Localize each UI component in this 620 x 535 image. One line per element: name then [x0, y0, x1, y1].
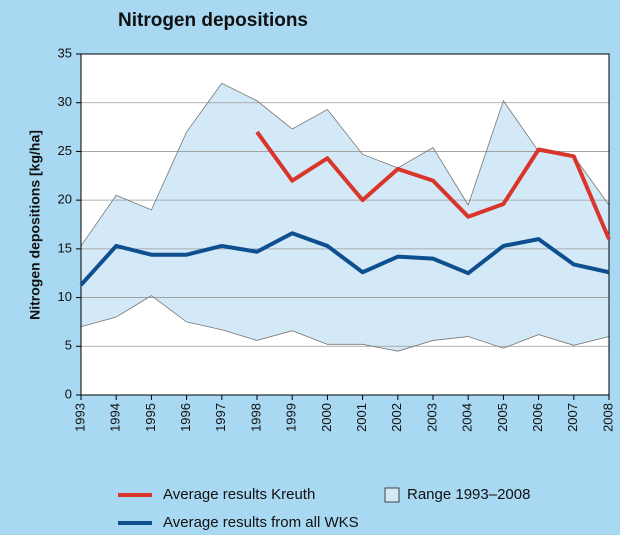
x-tick-label: 2005: [495, 403, 510, 432]
y-tick-label: 35: [58, 45, 72, 60]
legend-swatch: [384, 487, 400, 503]
x-tick-label: 2004: [460, 403, 475, 432]
x-tick-label: 1996: [178, 403, 193, 432]
y-tick-label: 30: [58, 94, 72, 109]
legend-label: Average results Kreuth: [163, 486, 315, 503]
y-tick-label: 25: [58, 143, 72, 158]
x-tick-label: 1994: [108, 403, 123, 432]
y-tick-label: 10: [58, 289, 72, 304]
y-tick-label: 15: [58, 240, 72, 255]
x-tick-label: 2000: [319, 403, 334, 432]
x-tick-label: 2002: [389, 403, 404, 432]
x-tick-label: 1997: [213, 403, 228, 432]
series-line: [255, 130, 611, 240]
plot-frame: [80, 53, 610, 396]
y-axis-label: Nitrogen depositions [kg/ha]: [27, 130, 43, 320]
x-tick-label: 2008: [600, 403, 615, 432]
chart-title: Nitrogen depositions: [118, 10, 308, 31]
x-tick-label: 2006: [530, 403, 545, 432]
x-tick-label: 1995: [143, 403, 158, 432]
x-tick-label: 1999: [284, 403, 299, 432]
y-tick-label: 5: [65, 338, 72, 353]
range-area: [81, 83, 609, 352]
series-line: [79, 231, 610, 287]
y-tick-label: 0: [65, 386, 72, 401]
x-tick-label: 1993: [72, 403, 87, 432]
x-tick-label: 1998: [248, 403, 263, 432]
range-edge: [80, 295, 610, 352]
legend-label: Range 1993–2008: [407, 486, 530, 503]
legend-label: Average results from all WKS: [163, 514, 359, 531]
y-tick-label: 20: [58, 192, 72, 207]
x-tick-label: 2007: [565, 403, 580, 432]
x-tick-label: 2001: [354, 403, 369, 432]
range-edge: [80, 82, 610, 247]
x-tick-label: 2003: [424, 403, 439, 432]
